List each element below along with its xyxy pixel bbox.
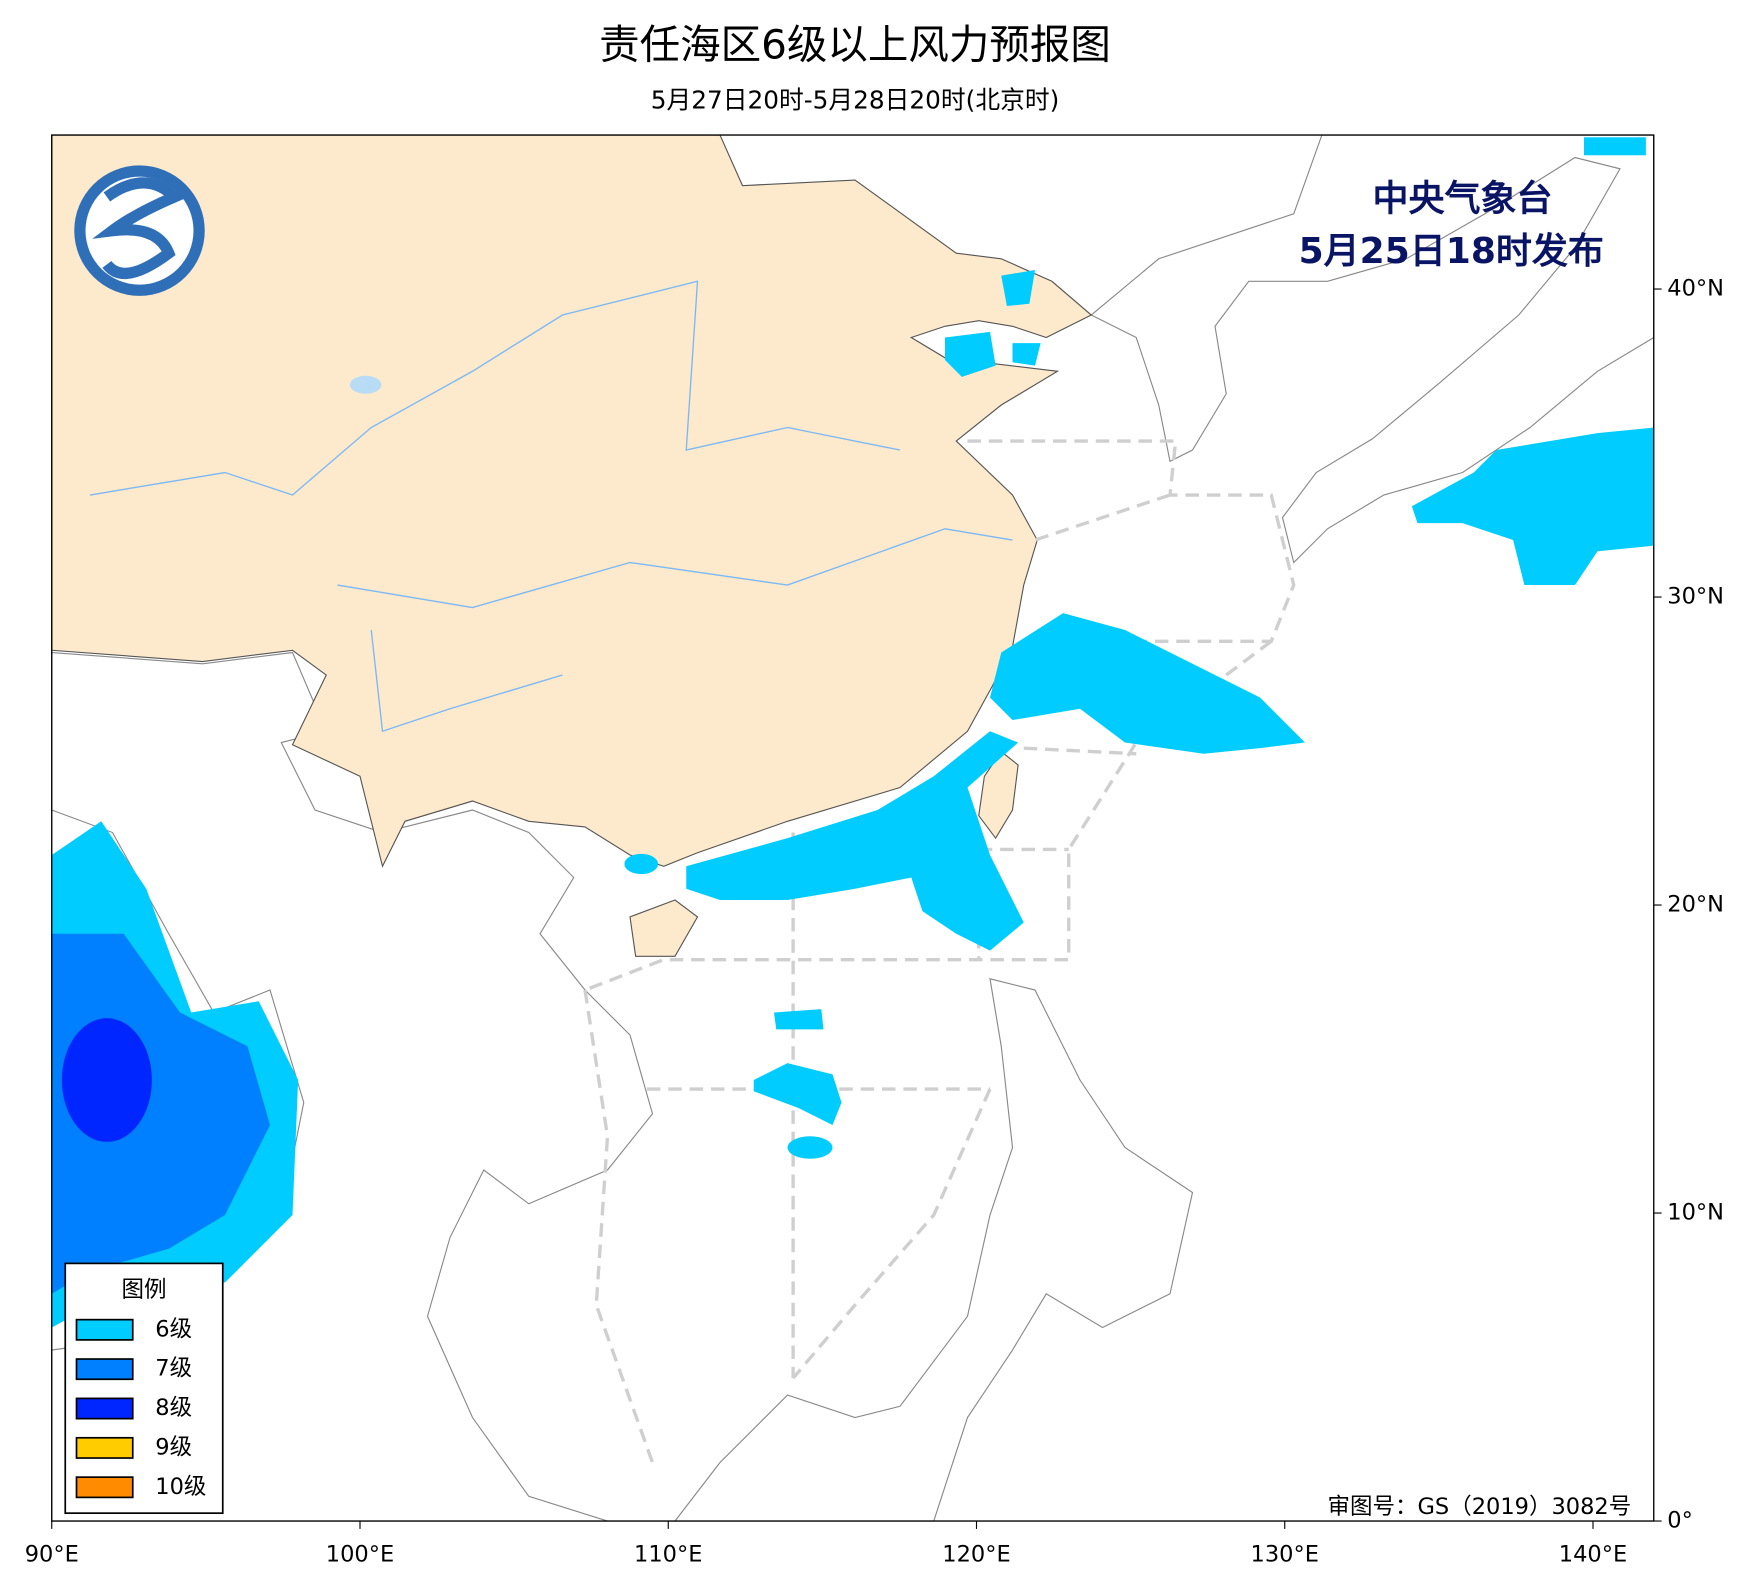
wind-bohai (945, 270, 1041, 377)
subtitle: 5月27日20时-5月28日20时(北京时) (651, 85, 1059, 114)
legend-title: 图例 (121, 1277, 166, 1303)
y-tick-label: 30°N (1667, 584, 1724, 610)
issuer: 中央气象台 (1372, 178, 1552, 219)
x-tick-label: 100°E (326, 1541, 394, 1567)
wind-areas (51, 137, 1654, 1328)
approval: 审图号：GS（2019）3082号 (1328, 1494, 1632, 1520)
legend-swatch (75, 1476, 134, 1499)
legend-label: 8级 (155, 1395, 192, 1421)
logo-mark (92, 177, 185, 279)
x-tick-label: 90°E (25, 1541, 79, 1567)
issue-time: 5月25日18时发布 (1299, 231, 1604, 272)
legend-label: 9级 (155, 1434, 192, 1460)
y-tick-label: 10°N (1667, 1200, 1724, 1226)
wind-japan (1411, 427, 1654, 586)
map-frame (51, 134, 1655, 1522)
x-tick-label: 120°E (942, 1541, 1010, 1567)
legend: 图例 6级 7级 8级 9级 10级 (64, 1262, 224, 1514)
y-tick-label: 40°N (1667, 276, 1724, 302)
lake (349, 375, 382, 394)
legend-label: 10级 (155, 1474, 206, 1500)
x-tick-label: 110°E (634, 1541, 702, 1567)
legend-box (64, 1262, 224, 1514)
y-tick-label: 20°N (1667, 892, 1724, 918)
logo (74, 165, 205, 296)
legend-swatch (75, 1358, 134, 1381)
wind-taiwan-strait (686, 731, 1024, 951)
legend-label: 7级 (155, 1356, 192, 1382)
wind-east-china-sea (990, 613, 1305, 754)
legend-swatch (75, 1397, 134, 1420)
wind-scs (753, 1009, 842, 1126)
legend-label: 6级 (155, 1316, 192, 1342)
legend-swatch (75, 1436, 134, 1459)
map-area (51, 134, 1655, 1522)
taiwan (978, 750, 1019, 840)
china (51, 134, 1093, 868)
wind-north (1584, 137, 1646, 156)
x-tick-label: 140°E (1559, 1541, 1627, 1567)
rivers (89, 280, 1013, 733)
hainan (629, 899, 699, 957)
title: 责任海区6级以上风力预报图 (599, 20, 1111, 68)
legend-swatch (75, 1318, 134, 1341)
wind-scs-south (787, 1136, 833, 1159)
korea-japan (1090, 134, 1655, 564)
wind-bengal-8 (61, 1018, 152, 1142)
x-tick-label: 130°E (1251, 1541, 1319, 1567)
wind-gulf (624, 853, 659, 875)
y-tick-label: 0° (1667, 1508, 1693, 1534)
